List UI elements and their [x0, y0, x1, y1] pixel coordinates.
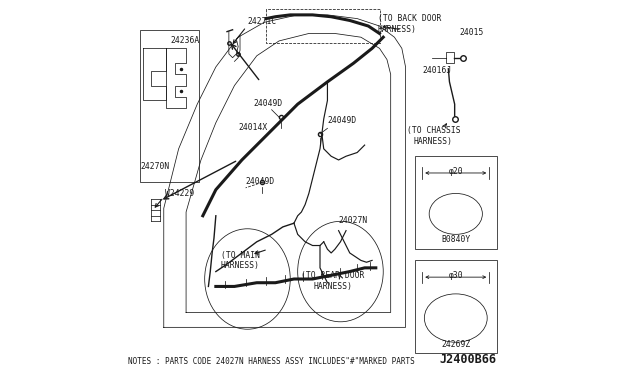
Text: (TO REAR DOOR
HARNESS): (TO REAR DOOR HARNESS): [301, 271, 365, 291]
Bar: [140, 30, 199, 182]
Text: 24236A: 24236A: [170, 36, 199, 45]
Text: NOTES : PARTS CODE 24027N HARNESS ASSY INCLUDES"#"MARKED PARTS: NOTES : PARTS CODE 24027N HARNESS ASSY I…: [128, 357, 415, 366]
Text: 24270N: 24270N: [141, 162, 170, 171]
Text: 24014X: 24014X: [238, 123, 268, 132]
Bar: [415, 260, 497, 353]
Text: 24271C: 24271C: [248, 17, 276, 26]
Text: φ30: φ30: [449, 271, 463, 280]
Text: 24016J: 24016J: [422, 65, 452, 74]
Text: 24269Z: 24269Z: [441, 340, 470, 349]
Text: 24049D: 24049D: [328, 116, 356, 125]
Text: (TO MAIN
HARNESS): (TO MAIN HARNESS): [221, 251, 260, 270]
Text: J2400B66: J2400B66: [440, 353, 497, 366]
Text: 24049D: 24049D: [253, 99, 282, 108]
Text: B0840Y: B0840Y: [441, 235, 470, 244]
Text: (TO CHASSIS
HARNESS): (TO CHASSIS HARNESS): [406, 126, 460, 146]
Text: 24027N: 24027N: [339, 216, 368, 225]
Text: W24229: W24229: [164, 189, 194, 198]
Bar: [415, 156, 497, 249]
Text: φ20: φ20: [449, 167, 463, 176]
Text: 24015: 24015: [460, 28, 484, 37]
Text: 24049D: 24049D: [246, 177, 275, 186]
Text: (TO BACK DOOR
HARNESS): (TO BACK DOOR HARNESS): [378, 15, 441, 34]
